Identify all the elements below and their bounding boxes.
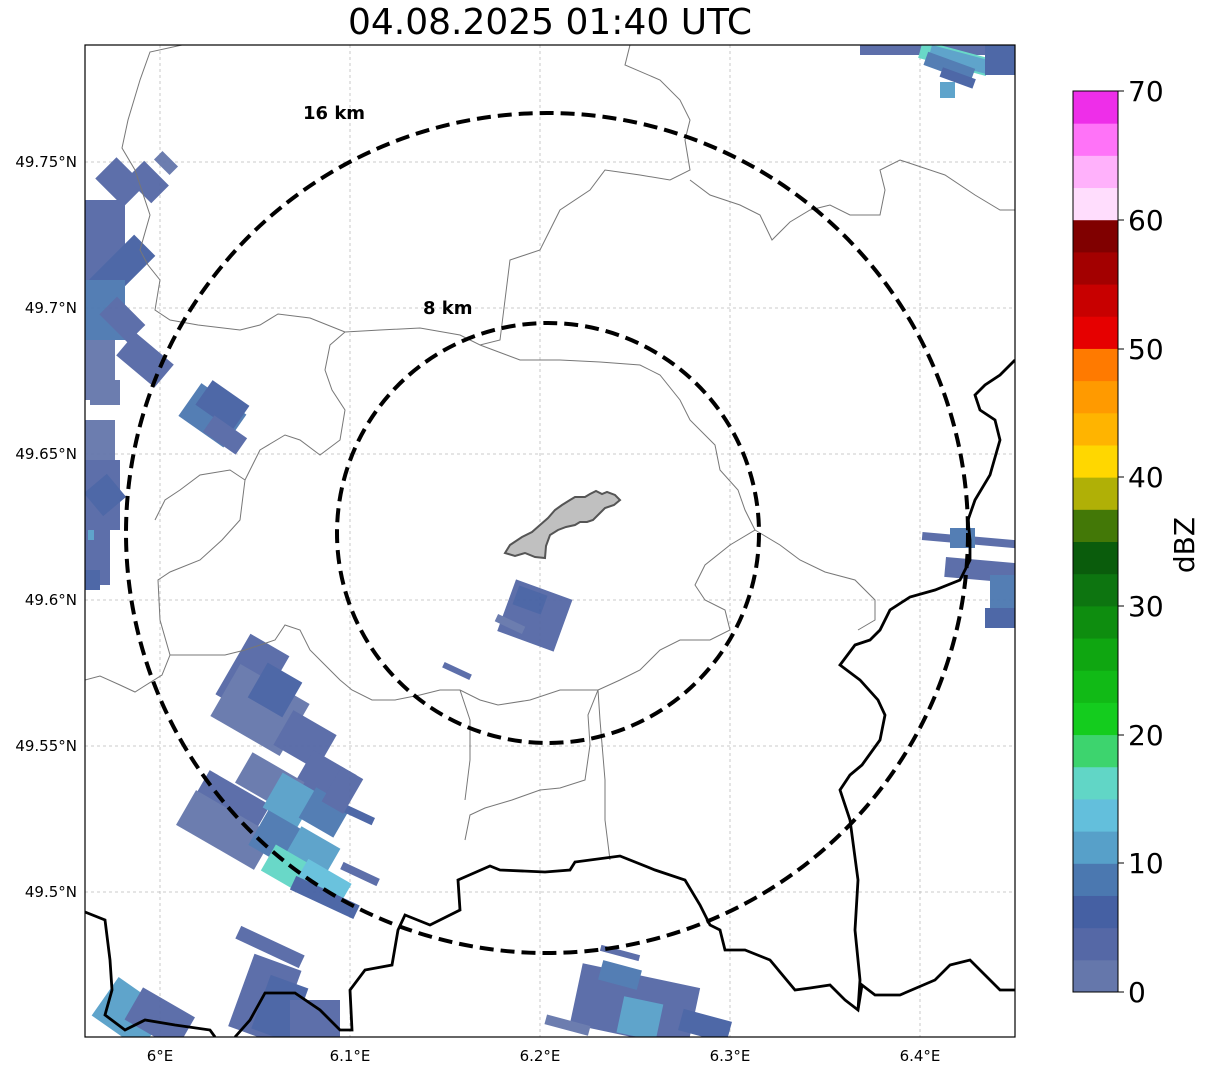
colorbar-bin: [1073, 798, 1118, 832]
echo-cluster-ne: [860, 45, 1015, 98]
country-borders: [85, 359, 1015, 1037]
colorbar-tick-label: 50: [1128, 333, 1164, 366]
lon-tick: 6.1°E: [330, 1047, 371, 1065]
range-ring-8km: [335, 321, 761, 745]
colorbar-bin: [1073, 702, 1118, 736]
echo-cluster-nw: [85, 150, 179, 405]
colorbar-bin: [1073, 219, 1118, 253]
lat-tick: 49.5°N: [25, 883, 77, 901]
colorbar-frame: [1072, 90, 1119, 993]
colorbar-tick-label: 20: [1128, 719, 1164, 752]
lat-tick: 49.65°N: [15, 445, 77, 463]
colorbar-bin: [1073, 187, 1118, 221]
colorbar-label: dBZ: [1168, 517, 1201, 573]
colorbar-bin: [1073, 605, 1118, 639]
lon-tick: 6.2°E: [520, 1047, 561, 1065]
colorbar-bin: [1073, 541, 1118, 575]
colorbar: 0 10 20 30 40 50 60 70 dBZ: [1072, 75, 1201, 1009]
lat-tick: 49.55°N: [15, 737, 77, 755]
echo-cluster-center: [442, 579, 573, 681]
colorbar-bin: [1073, 412, 1118, 446]
colorbar-bin: [1073, 863, 1118, 896]
colorbar-bin: [1073, 251, 1118, 285]
colorbar-bin: [1073, 766, 1118, 800]
colorbar-tick-label: 30: [1128, 590, 1164, 623]
colorbar-bin: [1073, 670, 1118, 703]
lon-tick: 6.3°E: [710, 1047, 751, 1065]
colorbar-ticks: 0 10 20 30 40 50 60 70: [1118, 75, 1164, 1009]
echo-cluster-sw: [176, 633, 380, 920]
colorbar-bin: [1073, 638, 1118, 671]
colorbar-bin: [1073, 959, 1118, 993]
colorbar-bin: [1073, 123, 1118, 156]
colorbar-bin: [1073, 380, 1118, 414]
colorbar-tick-label: 0: [1128, 976, 1146, 1009]
colorbar-tick-label: 40: [1128, 461, 1164, 494]
map-axes: 16 km 8 km 6°E 6.1°E 6.2°E 6.3°E 6.4°E 4…: [15, 44, 1016, 1065]
colorbar-tick-label: 70: [1128, 75, 1164, 108]
colorbar-bin: [1073, 477, 1118, 510]
lat-tick: 49.75°N: [15, 153, 77, 171]
colorbar-bin: [1073, 91, 1118, 124]
colorbar-bin: [1073, 284, 1118, 317]
colorbar-bin: [1073, 927, 1118, 961]
colorbar-bin: [1073, 831, 1118, 864]
lon-tick: 6.4°E: [900, 1047, 941, 1065]
colorbar-bin: [1073, 444, 1118, 478]
colorbar-bin: [1073, 316, 1118, 349]
range-ring-16km: [124, 111, 970, 955]
echo-cluster-w: [85, 380, 250, 590]
colorbar-tick-label: 60: [1128, 204, 1164, 237]
map-title: 04.08.2025 01:40 UTC: [347, 2, 753, 43]
echo-cluster-e: [921, 528, 1015, 628]
lat-tick: 49.6°N: [25, 591, 77, 609]
range-ring-label-16km: 16 km: [303, 103, 365, 124]
latitude-tick-labels: 49.75°N 49.7°N 49.65°N 49.6°N 49.55°N 49…: [15, 153, 77, 901]
colorbar-bin: [1073, 573, 1118, 607]
colorbar-bin: [1073, 509, 1118, 542]
range-rings: [124, 111, 970, 955]
colorbar-bin: [1073, 348, 1118, 382]
colorbar-bins: [1073, 91, 1118, 993]
colorbar-tick-label: 10: [1128, 847, 1164, 880]
colorbar-bin: [1073, 734, 1118, 768]
lon-tick: 6°E: [147, 1047, 174, 1065]
radar-site-area: [503, 489, 622, 560]
colorbar-bin: [1073, 155, 1118, 189]
range-ring-label-8km: 8 km: [423, 298, 473, 319]
lat-tick: 49.7°N: [25, 299, 77, 317]
longitude-tick-labels: 6°E 6.1°E 6.2°E 6.3°E 6.4°E: [147, 1047, 941, 1065]
colorbar-bin: [1073, 895, 1118, 929]
map-frame: [84, 44, 1016, 1038]
